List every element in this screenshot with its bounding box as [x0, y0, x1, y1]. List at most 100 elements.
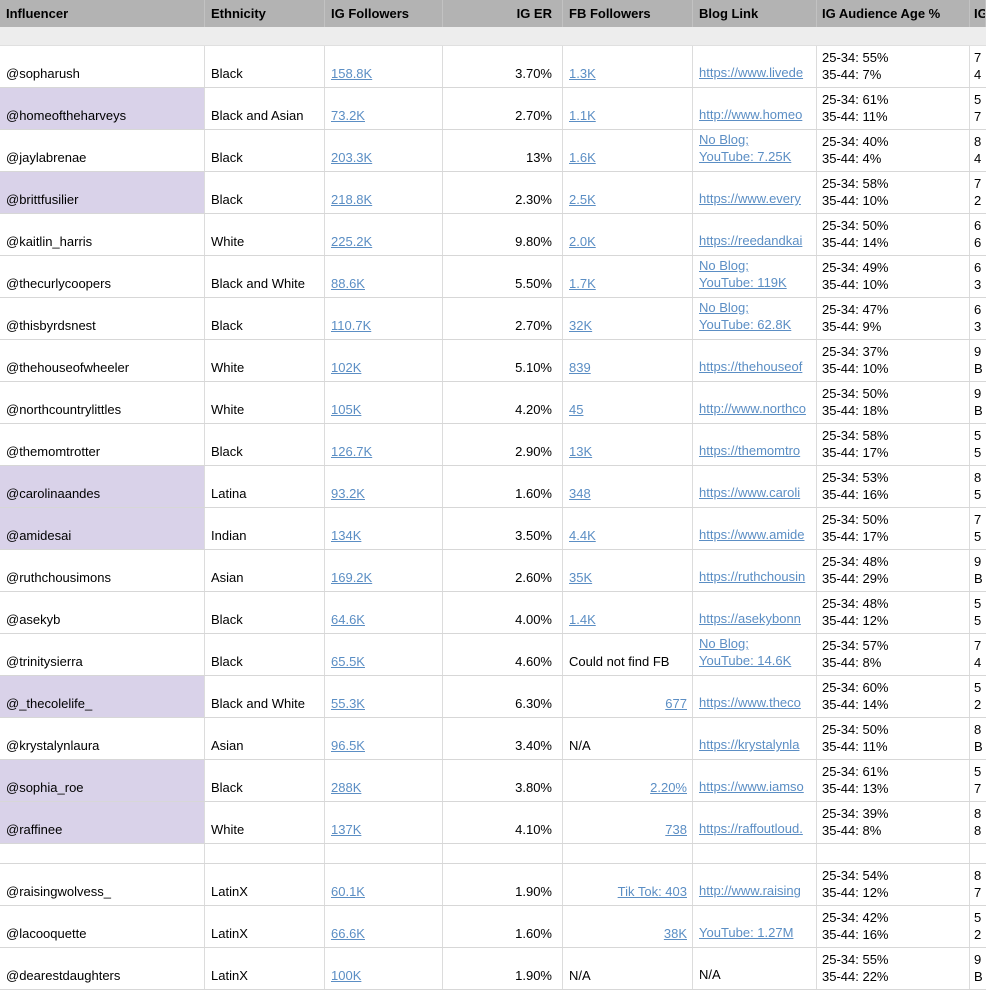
blog-link[interactable]: https://www.amide: [699, 526, 816, 543]
ethnicity-cell[interactable]: Asian: [205, 550, 325, 591]
fb-followers-cell[interactable]: 1.7K: [563, 256, 693, 297]
blog-link-cell[interactable]: https://www.every: [693, 172, 817, 213]
fb-followers-link[interactable]: 1.4K: [569, 612, 692, 627]
ig-followers-link[interactable]: 110.7K: [331, 318, 442, 333]
clipped-column-cell[interactable]: 52: [970, 906, 986, 947]
empty-cell[interactable]: [205, 844, 325, 863]
ig-audience-age-cell[interactable]: 25-34: 50%35-44: 14%: [817, 214, 970, 255]
fb-followers-cell[interactable]: 45: [563, 382, 693, 423]
ethnicity-cell[interactable]: Indian: [205, 508, 325, 549]
blog-link-cell[interactable]: https://www.caroli: [693, 466, 817, 507]
influencer-cell[interactable]: @krystalynlaura: [0, 718, 205, 759]
ig-followers-link[interactable]: 134K: [331, 528, 442, 543]
ig-audience-age-cell[interactable]: 25-34: 61%35-44: 11%: [817, 88, 970, 129]
clipped-column-cell[interactable]: 63: [970, 298, 986, 339]
ig-audience-age-cell[interactable]: 25-34: 48%35-44: 29%: [817, 550, 970, 591]
blog-link-cell[interactable]: https://www.iamso: [693, 760, 817, 801]
clipped-column-cell[interactable]: 63: [970, 256, 986, 297]
blog-link-cell[interactable]: https://thehouseof: [693, 340, 817, 381]
ethnicity-cell[interactable]: LatinX: [205, 864, 325, 905]
empty-cell[interactable]: [970, 844, 986, 863]
blog-link-cell[interactable]: https://www.theco: [693, 676, 817, 717]
ig-followers-link[interactable]: 60.1K: [331, 884, 442, 899]
fb-followers-cell[interactable]: 35K: [563, 550, 693, 591]
clipped-column-cell[interactable]: 75: [970, 508, 986, 549]
blog-link[interactable]: https://www.caroli: [699, 484, 816, 501]
fb-followers-link[interactable]: 32K: [569, 318, 692, 333]
ig-er-cell[interactable]: 4.20%: [443, 382, 563, 423]
column-header-fb-followers[interactable]: FB Followers: [563, 0, 693, 27]
blog-link[interactable]: YouTube: 62.8K: [699, 316, 816, 333]
clipped-column-cell[interactable]: 9B: [970, 948, 986, 989]
ig-followers-cell[interactable]: 64.6K: [325, 592, 443, 633]
ig-audience-age-cell[interactable]: 25-34: 40%35-44: 4%: [817, 130, 970, 171]
ethnicity-cell[interactable]: LatinX: [205, 906, 325, 947]
fb-followers-link[interactable]: 2.5K: [569, 192, 692, 207]
blog-link-cell[interactable]: No Blog;YouTube: 119K: [693, 256, 817, 297]
fb-followers-cell[interactable]: 1.1K: [563, 88, 693, 129]
column-header-ethnicity[interactable]: Ethnicity: [205, 0, 325, 27]
blog-link-cell[interactable]: http://www.homeo: [693, 88, 817, 129]
influencer-cell[interactable]: @brittfusilier: [0, 172, 205, 213]
blog-link[interactable]: https://raffoutloud.: [699, 820, 816, 837]
ig-er-cell[interactable]: 2.60%: [443, 550, 563, 591]
influencer-cell[interactable]: @northcountrylittles: [0, 382, 205, 423]
blog-link[interactable]: https://asekybonn: [699, 610, 816, 627]
blog-link[interactable]: http://www.raising: [699, 882, 816, 899]
clipped-column-cell[interactable]: 84: [970, 130, 986, 171]
ig-er-cell[interactable]: 1.60%: [443, 906, 563, 947]
clipped-column-cell[interactable]: 55: [970, 592, 986, 633]
influencer-cell[interactable]: @raffinee: [0, 802, 205, 843]
fb-followers-cell[interactable]: N/A: [563, 718, 693, 759]
empty-row[interactable]: [0, 844, 986, 864]
ig-er-cell[interactable]: 3.70%: [443, 46, 563, 87]
ig-followers-link[interactable]: 65.5K: [331, 654, 442, 669]
ig-followers-cell[interactable]: 126.7K: [325, 424, 443, 465]
blog-link-cell[interactable]: https://themomtro: [693, 424, 817, 465]
influencer-cell[interactable]: @_thecolelife_: [0, 676, 205, 717]
fb-followers-link[interactable]: 13K: [569, 444, 692, 459]
ig-followers-cell[interactable]: 218.8K: [325, 172, 443, 213]
ig-er-cell[interactable]: 4.00%: [443, 592, 563, 633]
ig-audience-age-cell[interactable]: 25-34: 50%35-44: 11%: [817, 718, 970, 759]
clipped-column-cell[interactable]: 72: [970, 172, 986, 213]
blog-link[interactable]: YouTube: 14.6K: [699, 652, 816, 669]
fb-followers-cell[interactable]: 2.20%: [563, 760, 693, 801]
fb-followers-cell[interactable]: 4.4K: [563, 508, 693, 549]
ig-audience-age-cell[interactable]: 25-34: 58%35-44: 10%: [817, 172, 970, 213]
ig-followers-cell[interactable]: 60.1K: [325, 864, 443, 905]
influencer-cell[interactable]: @thehouseofwheeler: [0, 340, 205, 381]
ig-followers-link[interactable]: 100K: [331, 968, 442, 983]
blog-link[interactable]: No Blog;: [699, 635, 816, 652]
ig-followers-cell[interactable]: 65.5K: [325, 634, 443, 675]
ig-followers-link[interactable]: 64.6K: [331, 612, 442, 627]
influencer-cell[interactable]: @themomtrotter: [0, 424, 205, 465]
ig-er-cell[interactable]: 13%: [443, 130, 563, 171]
ig-audience-age-cell[interactable]: 25-34: 50%35-44: 17%: [817, 508, 970, 549]
fb-followers-cell[interactable]: 1.6K: [563, 130, 693, 171]
blog-link-cell[interactable]: https://www.amide: [693, 508, 817, 549]
influencer-cell[interactable]: @amidesai: [0, 508, 205, 549]
ethnicity-cell[interactable]: LatinX: [205, 948, 325, 989]
ig-er-cell[interactable]: 5.50%: [443, 256, 563, 297]
ig-audience-age-cell[interactable]: 25-34: 37%35-44: 10%: [817, 340, 970, 381]
ig-er-cell[interactable]: 9.80%: [443, 214, 563, 255]
fb-followers-link[interactable]: 738: [563, 822, 687, 837]
ethnicity-cell[interactable]: Latina: [205, 466, 325, 507]
ethnicity-cell[interactable]: Black: [205, 46, 325, 87]
influencer-cell[interactable]: @sopharush: [0, 46, 205, 87]
empty-gap-row[interactable]: [0, 27, 986, 46]
blog-link[interactable]: https://reedandkai: [699, 232, 816, 249]
ethnicity-cell[interactable]: Asian: [205, 718, 325, 759]
ethnicity-cell[interactable]: Black and Asian: [205, 88, 325, 129]
ethnicity-cell[interactable]: Black and White: [205, 676, 325, 717]
ig-followers-link[interactable]: 203.3K: [331, 150, 442, 165]
ig-followers-link[interactable]: 55.3K: [331, 696, 442, 711]
fb-followers-link[interactable]: 839: [569, 360, 692, 375]
ig-followers-link[interactable]: 102K: [331, 360, 442, 375]
ig-followers-cell[interactable]: 55.3K: [325, 676, 443, 717]
ethnicity-cell[interactable]: Black: [205, 298, 325, 339]
empty-cell[interactable]: [0, 844, 205, 863]
ig-followers-cell[interactable]: 158.8K: [325, 46, 443, 87]
ig-followers-cell[interactable]: 105K: [325, 382, 443, 423]
